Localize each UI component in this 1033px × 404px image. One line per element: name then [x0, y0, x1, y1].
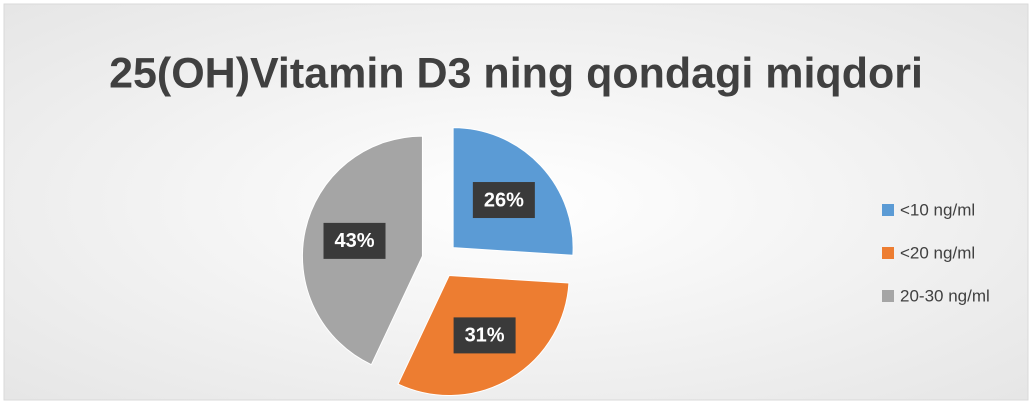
legend-swatch: [882, 247, 894, 259]
data-label: 43%: [334, 230, 374, 252]
data-label-box: [323, 222, 386, 259]
data-label-box: [472, 182, 535, 219]
chart-title: 25(OH)Vitamin D3 ning qondagi miqdori: [109, 49, 923, 97]
legend-label: <20 ng/ml: [900, 243, 975, 262]
legend-swatch: [882, 204, 894, 216]
data-label: 26%: [484, 189, 524, 211]
data-label: 31%: [465, 325, 505, 347]
legend-label: <10 ng/ml: [900, 200, 975, 219]
legend-swatch: [882, 290, 894, 302]
legend-label: 20-30 ng/ml: [900, 286, 990, 305]
data-label-box: [453, 317, 516, 354]
